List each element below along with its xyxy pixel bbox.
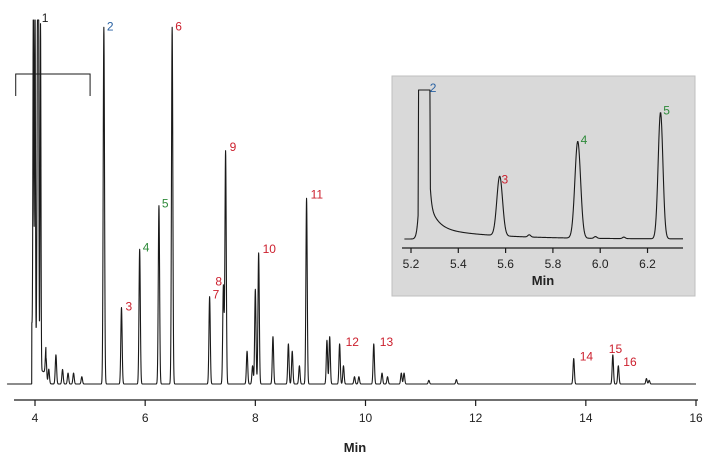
- inset-x-axis-label: Min: [532, 273, 554, 288]
- inset-x-ticks: 5.2 5.4 5.6 5.8 6.0 6.2: [403, 248, 656, 271]
- peak-label-8: 8: [215, 275, 222, 289]
- bracket-line: [15, 73, 91, 96]
- main-tick-label-4: 4: [32, 411, 39, 425]
- peak-label-10: 10: [263, 242, 277, 256]
- inset-tick-label-5.4: 5.4: [450, 257, 467, 271]
- main-x-axis-label: Min: [344, 440, 366, 455]
- main-tick-label-6: 6: [142, 411, 149, 425]
- solvent-bracket: [15, 73, 91, 96]
- inset-chromatogram-trace: [404, 89, 684, 240]
- inset-tick-label-5.8: 5.8: [545, 257, 562, 271]
- inset-panel: 5.2 5.4 5.6 5.8 6.0 6.2 2 3 4 5 Min: [391, 75, 696, 297]
- peak-label-4: 4: [143, 240, 150, 254]
- peak-label-5: 5: [162, 197, 169, 211]
- inset-peak-label-3: 3: [502, 172, 509, 186]
- peak-label-13: 13: [380, 335, 394, 349]
- main-x-ticks: 4 6 8 10 12 14 16: [32, 400, 703, 425]
- inset-peak-label-4: 4: [581, 133, 588, 147]
- peak-label-2: 2: [107, 19, 114, 33]
- main-tick-label-10: 10: [359, 411, 373, 425]
- peak-label-1: 1: [42, 11, 49, 25]
- peak-label-12: 12: [346, 335, 360, 349]
- peak-label-7: 7: [213, 288, 220, 302]
- main-tick-label-8: 8: [252, 411, 259, 425]
- peak-label-6: 6: [175, 19, 182, 33]
- inset-peak-labels: 2 3 4 5: [430, 81, 671, 186]
- peak-label-15: 15: [609, 342, 623, 356]
- main-tick-label-14: 14: [579, 411, 593, 425]
- peak-label-16: 16: [623, 355, 637, 369]
- inset-tick-label-5.6: 5.6: [497, 257, 514, 271]
- main-tick-label-16: 16: [689, 411, 703, 425]
- inset-peak-label-2: 2: [430, 81, 437, 95]
- main-tick-label-12: 12: [469, 411, 483, 425]
- inset-background: [391, 75, 696, 297]
- inset-tick-label-6.0: 6.0: [592, 257, 609, 271]
- peak-label-14: 14: [580, 350, 594, 364]
- main-chromatogram-trace: [6, 19, 697, 385]
- inset-tick-label-6.2: 6.2: [639, 257, 656, 271]
- inset-peak-label-5: 5: [663, 103, 670, 117]
- peak-label-11: 11: [311, 187, 324, 201]
- peak-label-3: 3: [126, 300, 133, 314]
- inset-tick-label-5.2: 5.2: [403, 257, 420, 271]
- peak-label-9: 9: [230, 140, 237, 154]
